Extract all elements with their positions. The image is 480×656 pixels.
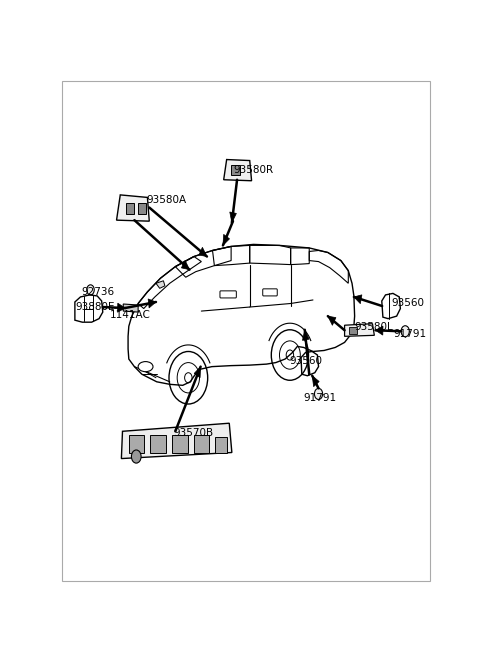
Text: 93880E: 93880E	[75, 302, 114, 312]
FancyBboxPatch shape	[263, 289, 277, 296]
Text: 93560: 93560	[289, 356, 322, 365]
Text: 93560: 93560	[391, 298, 424, 308]
Bar	[150, 435, 166, 453]
Polygon shape	[118, 303, 125, 312]
Bar	[231, 165, 240, 174]
Polygon shape	[223, 234, 229, 245]
Text: 93580R: 93580R	[233, 165, 274, 174]
Polygon shape	[345, 323, 374, 337]
Text: 93580A: 93580A	[146, 195, 186, 205]
Polygon shape	[181, 260, 190, 270]
Polygon shape	[354, 295, 362, 304]
Circle shape	[314, 388, 323, 400]
Circle shape	[132, 450, 141, 463]
Bar	[193, 435, 209, 453]
Text: 91791: 91791	[393, 329, 426, 338]
Bar	[215, 438, 227, 453]
Bar	[138, 203, 146, 214]
Polygon shape	[117, 195, 149, 221]
Bar	[126, 203, 134, 214]
Polygon shape	[199, 247, 207, 256]
Polygon shape	[194, 367, 201, 378]
FancyBboxPatch shape	[220, 291, 236, 298]
Text: 1141AC: 1141AC	[110, 310, 151, 320]
Polygon shape	[121, 423, 232, 459]
Text: 93580L: 93580L	[354, 322, 393, 332]
Text: 91791: 91791	[304, 393, 337, 403]
Polygon shape	[156, 281, 165, 289]
Polygon shape	[230, 212, 236, 222]
Bar	[172, 435, 188, 453]
Polygon shape	[302, 330, 309, 340]
Polygon shape	[312, 376, 319, 386]
Text: 93570B: 93570B	[174, 428, 214, 438]
Polygon shape	[123, 304, 138, 312]
Bar	[129, 435, 144, 453]
Polygon shape	[224, 159, 252, 181]
Circle shape	[87, 285, 94, 295]
Bar	[349, 327, 357, 334]
Polygon shape	[148, 299, 156, 308]
Text: 92736: 92736	[82, 287, 115, 297]
Polygon shape	[328, 316, 336, 325]
Polygon shape	[375, 326, 383, 335]
Ellipse shape	[138, 361, 153, 372]
Circle shape	[401, 326, 409, 337]
